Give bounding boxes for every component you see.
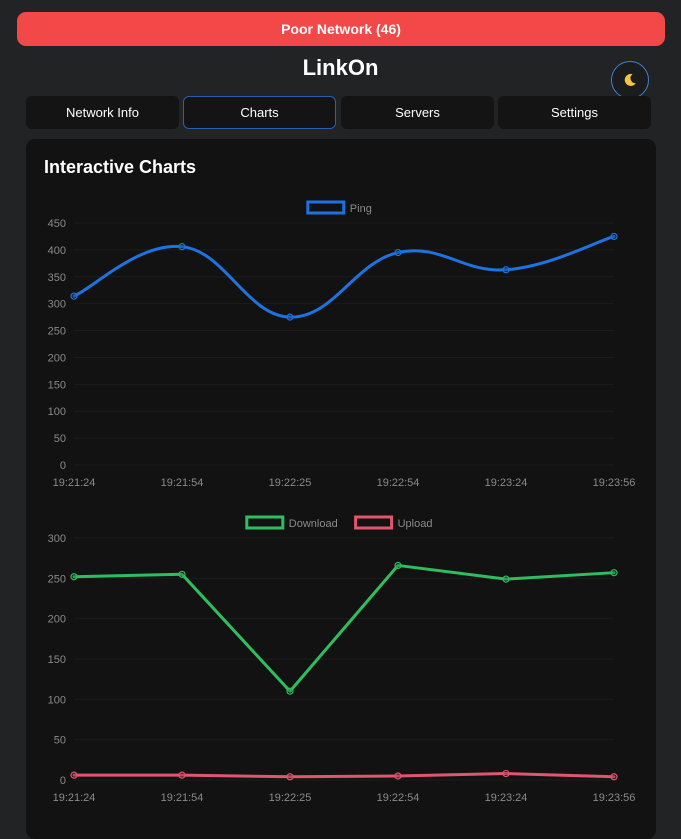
legend-item-upload[interactable]: Upload (354, 515, 433, 530)
legend-swatch (245, 515, 285, 530)
data-point-download[interactable] (70, 573, 78, 581)
charts-panel: Interactive Charts 0 50 100 150 200 250 300 350… (26, 139, 656, 839)
y-tick-label: 300 (48, 299, 66, 311)
legend-label: Upload (398, 518, 433, 530)
y-tick-label: 200 (48, 614, 66, 626)
tab-label: Servers (395, 105, 440, 120)
tab-label: Charts (240, 105, 279, 120)
x-tick-label: 19:21:54 (161, 792, 204, 804)
data-point-download[interactable] (178, 570, 186, 578)
data-point-download[interactable] (394, 561, 402, 570)
x-tick-label: 19:22:25 (269, 792, 312, 804)
y-tick-label: 100 (48, 406, 66, 418)
tab-charts[interactable]: Charts (183, 96, 336, 129)
legend-item-download[interactable]: Download (245, 515, 338, 530)
y-tick-label: 50 (54, 735, 66, 747)
legend-label: Download (289, 518, 338, 530)
data-point-upload[interactable] (178, 771, 186, 779)
data-point-upload[interactable] (502, 769, 510, 778)
moon-icon (624, 73, 636, 86)
legend-label: Ping (350, 203, 372, 215)
y-tick-label: 300 (48, 533, 66, 545)
data-point-download[interactable] (502, 575, 510, 583)
data-point-ping[interactable] (178, 243, 186, 251)
theme-toggle-button[interactable] (611, 61, 649, 99)
app-title: LinkOn (302, 55, 379, 80)
data-point-ping[interactable] (394, 248, 402, 257)
data-point-upload[interactable] (286, 773, 294, 781)
panel-title: Interactive Charts (44, 157, 197, 177)
tab-servers[interactable]: Servers (341, 96, 494, 129)
tab-network-info[interactable]: Network Info (26, 96, 179, 129)
x-tick-label: 19:22:25 (269, 477, 312, 489)
data-point-download[interactable] (286, 687, 294, 695)
speed-chart: 0 50 100 150 200 250 300 19:21:24 19:21:54 19:22:… (48, 515, 636, 804)
x-tick-label: 19:21:24 (53, 477, 96, 489)
legend-item-ping[interactable]: Ping (306, 200, 372, 215)
y-tick-label: 450 (48, 218, 66, 230)
series-line-ping (72, 234, 616, 319)
data-point-ping[interactable] (286, 313, 294, 321)
tab-bar: Network Info Charts Servers Settings (26, 96, 651, 129)
y-tick-label: 100 (48, 694, 66, 706)
x-tick-label: 19:23:56 (593, 792, 636, 804)
ping-chart: 0 50 100 150 200 250 300 350 400 450 19:21:24 19:21… (48, 200, 636, 489)
x-tick-label: 19:23:56 (593, 477, 636, 489)
y-tick-label: 200 (48, 352, 66, 364)
data-point-upload[interactable] (70, 771, 78, 779)
data-point-upload[interactable] (394, 772, 402, 780)
y-tick-label: 0 (60, 460, 66, 472)
legend-swatch (354, 515, 394, 530)
tab-settings[interactable]: Settings (498, 96, 651, 129)
data-point-ping[interactable] (502, 266, 510, 274)
x-tick-label: 19:23:24 (485, 477, 528, 489)
data-point-upload[interactable] (610, 773, 618, 781)
series-line-download (72, 563, 616, 693)
x-tick-label: 19:21:24 (53, 792, 96, 804)
data-point-ping[interactable] (610, 232, 618, 241)
y-tick-label: 400 (48, 245, 66, 257)
x-tick-label: 19:23:24 (485, 792, 528, 804)
x-tick-label: 19:22:54 (377, 477, 420, 489)
data-point-download[interactable] (610, 569, 618, 577)
data-point-ping[interactable] (70, 292, 78, 300)
y-tick-label: 250 (48, 573, 66, 585)
network-status-text: Poor Network (46) (281, 21, 401, 37)
tab-label: Network Info (66, 105, 139, 120)
tab-label: Settings (551, 105, 598, 120)
network-status-banner: Poor Network (46) (17, 12, 665, 46)
series-line-upload (72, 772, 616, 779)
y-tick-label: 150 (48, 654, 66, 666)
y-tick-label: 150 (48, 379, 66, 391)
legend-swatch (306, 200, 346, 215)
x-tick-label: 19:22:54 (377, 792, 420, 804)
x-tick-label: 19:21:54 (161, 477, 204, 489)
y-tick-label: 250 (48, 326, 66, 338)
y-tick-label: 50 (54, 433, 66, 445)
y-tick-label: 0 (60, 775, 66, 787)
y-tick-label: 350 (48, 272, 66, 284)
